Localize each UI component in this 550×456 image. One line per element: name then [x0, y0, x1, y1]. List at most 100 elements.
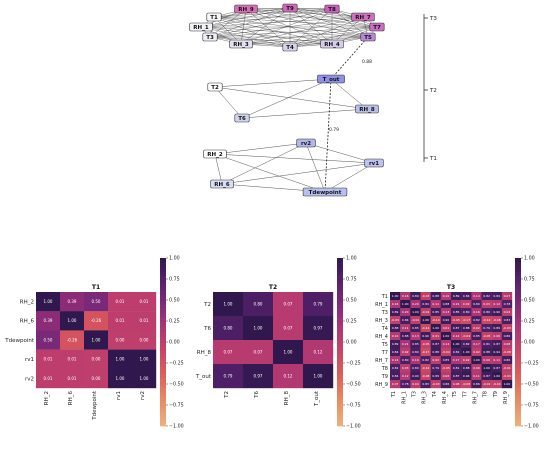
- colorbar-segment: [515, 372, 521, 376]
- heatmap-cell: [410, 316, 421, 325]
- cell-value: 0.83: [504, 318, 511, 322]
- colorbar-segment: [515, 347, 521, 351]
- colorbar-segment: [160, 378, 166, 382]
- heatmap-cell: [410, 292, 421, 301]
- colorbar-segment: [160, 311, 166, 315]
- cell-value: 0.07: [504, 294, 511, 298]
- cell-value: 0.78: [504, 302, 511, 306]
- cell-value: 0.86: [443, 382, 450, 386]
- cell-value: 0.88: [432, 350, 439, 354]
- colorbar-segment: [160, 258, 166, 262]
- y-tick-label: T1: [381, 294, 388, 300]
- colorbar-segment: [160, 322, 166, 326]
- cell-value: 0.50: [92, 299, 101, 304]
- heatmap-cell: [36, 368, 61, 389]
- heatmap-cell: [84, 292, 109, 312]
- network-edge: [213, 8, 333, 18]
- heatmap-cell: [60, 311, 85, 331]
- colorbar-segment: [515, 277, 521, 281]
- colorbar-segment: [337, 305, 343, 309]
- colorbar-segment: [160, 400, 166, 404]
- colorbar-segment: [337, 263, 343, 267]
- heatmap-cell: [108, 330, 133, 350]
- x-tick-label: T7: [462, 391, 468, 398]
- node-box: [355, 104, 379, 114]
- colorbar-segment: [160, 372, 166, 376]
- colorbar-segment: [515, 409, 521, 413]
- network-node: T5: [360, 32, 376, 42]
- heatmap-cell: [491, 340, 503, 349]
- cell-value: 0.02: [473, 350, 480, 354]
- colorbar-segment: [515, 322, 521, 326]
- network-edge: [240, 8, 333, 45]
- heatmap-cell: [451, 332, 462, 341]
- heatmap-cell: [420, 364, 431, 373]
- colorbar-segment: [515, 406, 521, 410]
- cell-value: 0.01: [44, 376, 53, 381]
- cell-value: 0.16: [392, 302, 399, 306]
- heatmap-cell: [481, 372, 492, 381]
- cell-value: 0.86: [504, 334, 511, 338]
- heatmap-cell: [410, 364, 421, 373]
- y-tick-label: T6: [203, 326, 211, 332]
- colorbar-segment: [515, 274, 521, 278]
- y-tick-label: T2: [203, 302, 211, 308]
- network-edge: [209, 7, 291, 38]
- heatmap-cell: [451, 308, 462, 317]
- cell-value: 0.11: [402, 326, 409, 330]
- cell-value: -0.17: [422, 350, 430, 354]
- colorbar-segment: [337, 328, 343, 332]
- colorbar-segment: [160, 364, 166, 368]
- colorbar-segment: [515, 291, 521, 295]
- inter-tier-edge: [330, 36, 369, 80]
- node-box: [302, 187, 348, 197]
- cell-value: 0.83: [422, 382, 429, 386]
- x-tick-label: T1: [391, 391, 397, 398]
- heatmap-cell: [440, 316, 452, 325]
- node-label: T7: [373, 25, 381, 31]
- node-label: RH_6: [214, 182, 230, 188]
- heatmap-cell: [303, 364, 334, 389]
- x-tick-label: RH_7: [472, 391, 478, 404]
- colorbar-segment: [337, 344, 343, 348]
- cell-value: 0.84: [422, 302, 429, 306]
- tier-axis: T3 T2 T1: [423, 14, 437, 162]
- colorbar-segment: [160, 417, 166, 421]
- heatmap-cell: [481, 356, 492, 365]
- colorbar-segment: [160, 314, 166, 318]
- heatmap-cell: [461, 380, 472, 389]
- colorbar-segment: [515, 381, 521, 385]
- colorbar-segment: [160, 316, 166, 320]
- colorbar-segment: [515, 339, 521, 343]
- colorbar-tick-label: −0.50: [169, 382, 184, 388]
- node-box: [210, 179, 234, 189]
- colorbar-tick-label: 0.00: [169, 340, 180, 346]
- node-label: RH_3: [233, 42, 249, 48]
- heatmap-cell: [400, 332, 411, 341]
- network-edge: [214, 142, 307, 155]
- colorbar-tick-label: 1.00: [169, 256, 180, 262]
- heatmap-cell: [108, 349, 133, 369]
- cell-value: 0.97: [254, 373, 263, 378]
- colorbar-segment: [160, 423, 166, 427]
- heatmap-cell: [501, 372, 513, 381]
- heatmap-cell: [390, 316, 401, 325]
- cell-value: 0.39: [44, 318, 53, 323]
- heatmap-cell: [481, 292, 492, 301]
- colorbar-tick-label: −0.25: [346, 361, 361, 367]
- node-box: [206, 12, 222, 22]
- colorbar-segment: [515, 358, 521, 362]
- colorbar-segment: [337, 330, 343, 334]
- colorbar-segment: [337, 325, 343, 329]
- cell-value: 0.80: [412, 366, 419, 370]
- node-label: T4: [286, 45, 294, 51]
- cell-value: 1.00: [116, 357, 125, 362]
- heatmap-cell: [420, 316, 431, 325]
- heatmap-cell: [243, 292, 274, 317]
- node-box: [229, 39, 253, 49]
- colorbar-segment: [337, 269, 343, 273]
- colorbar-tick-label: −0.75: [169, 403, 184, 409]
- network-edge: [305, 142, 326, 193]
- cell-value: 1.00: [140, 376, 149, 381]
- heatmap-cell: [491, 372, 503, 381]
